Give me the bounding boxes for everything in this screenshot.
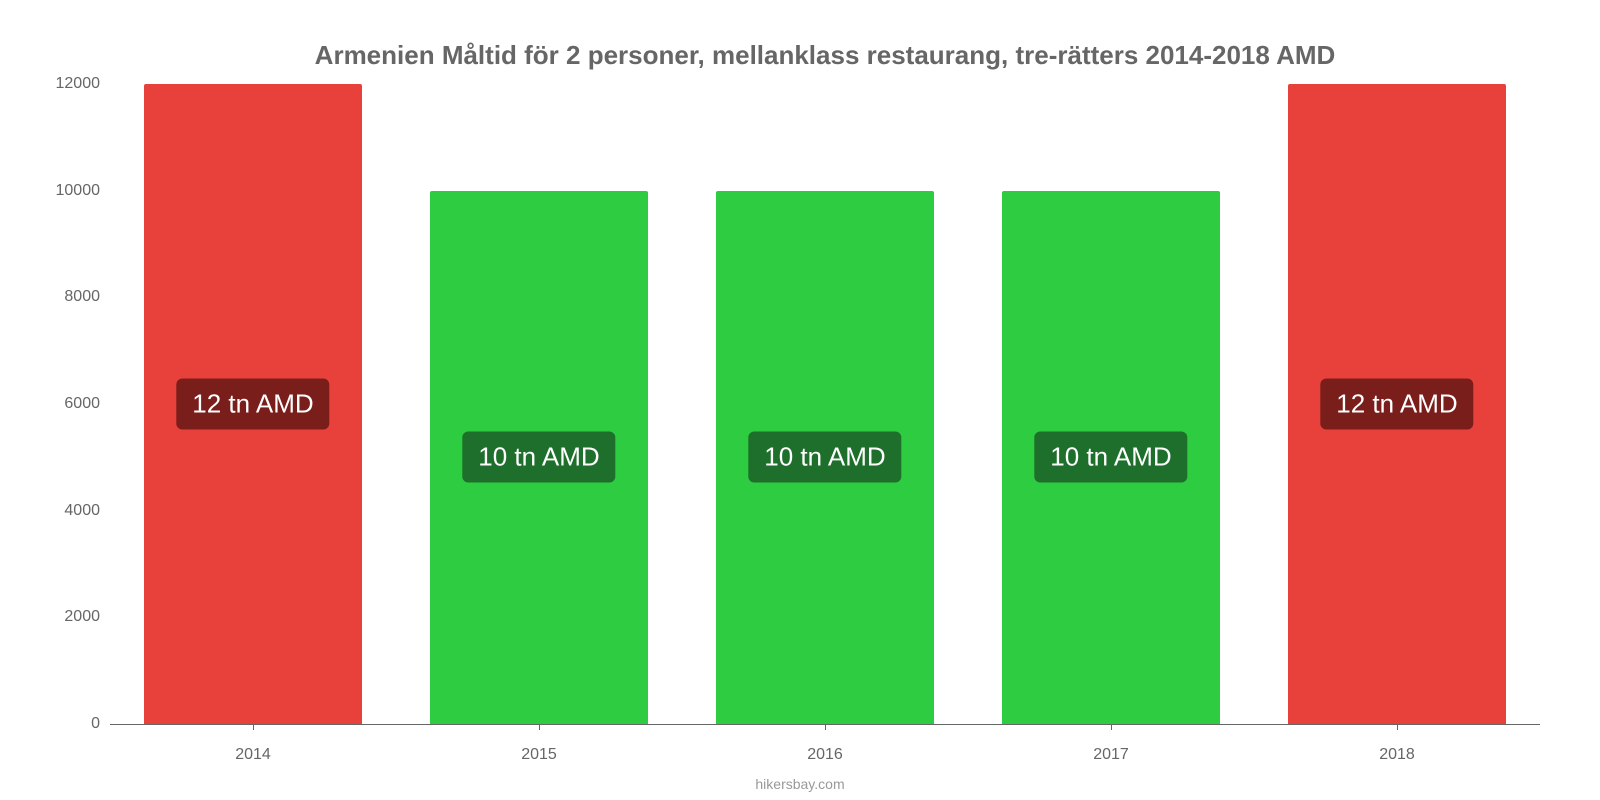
y-tick-label: 4000	[64, 502, 100, 520]
x-tick-label: 2018	[1254, 746, 1540, 764]
bar-value-label: 10 tn AMD	[1034, 432, 1187, 483]
x-tick-label: 2017	[968, 746, 1254, 764]
x-tick-labels: 20142015201620172018	[110, 746, 1540, 764]
y-tick-label: 6000	[64, 395, 100, 413]
y-tick-label: 10000	[56, 182, 101, 200]
bar-value-label: 12 tn AMD	[1320, 379, 1473, 430]
bar-value-label: 12 tn AMD	[176, 379, 329, 430]
credit-text: hikersbay.com	[0, 776, 1600, 792]
bar: 10 tn AMD	[430, 191, 647, 724]
bar-value-label: 10 tn AMD	[462, 432, 615, 483]
y-tick-label: 8000	[64, 288, 100, 306]
bar: 10 tn AMD	[716, 191, 933, 724]
chart-title: Armenien Måltid för 2 personer, mellankl…	[110, 40, 1540, 74]
y-tick-label: 12000	[56, 75, 101, 93]
chart-container: Armenien Måltid för 2 personer, mellankl…	[0, 0, 1600, 800]
bar-slot: 10 tn AMD	[968, 84, 1254, 724]
bars-region: 12 tn AMD 10 tn AMD 10 tn AMD 10 tn AMD 12 t…	[110, 84, 1540, 724]
bar-slot: 10 tn AMD	[396, 84, 682, 724]
y-tick-label: 2000	[64, 608, 100, 626]
x-tick-label: 2016	[682, 746, 968, 764]
x-axis-line	[110, 724, 1540, 725]
x-tick-label: 2014	[110, 746, 396, 764]
bar-slot: 12 tn AMD	[110, 84, 396, 724]
x-tick-label: 2015	[396, 746, 682, 764]
y-axis: 020004000600080001000012000	[50, 84, 110, 724]
bar-slot: 10 tn AMD	[682, 84, 968, 724]
bar-slot: 12 tn AMD	[1254, 84, 1540, 724]
plot-area: 020004000600080001000012000 12 tn AMD10 …	[110, 84, 1540, 724]
bar: 10 tn AMD	[1002, 191, 1219, 724]
bar-value-label: 10 tn AMD	[748, 432, 901, 483]
bar: 12 tn AMD	[1288, 84, 1505, 724]
bar: 12 tn AMD	[144, 84, 361, 724]
y-tick-label: 0	[91, 715, 100, 733]
